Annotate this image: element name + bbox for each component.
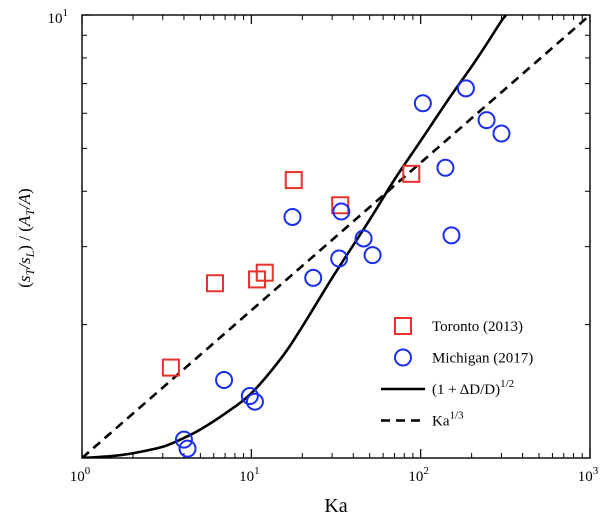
michigan-circle-marker bbox=[436, 158, 455, 177]
plot-border bbox=[81, 14, 591, 459]
y-tick-label: 101 bbox=[48, 7, 69, 27]
legend-item: Michigan (2017) bbox=[394, 348, 533, 367]
michigan-circle-marker bbox=[330, 249, 349, 268]
x-axis-label: Ka bbox=[324, 495, 347, 517]
x-tick-label: 101 bbox=[239, 465, 259, 485]
plot-frame bbox=[81, 14, 591, 459]
michigan-circle-marker bbox=[442, 226, 461, 245]
legend-label: Toronto (2013) bbox=[432, 319, 523, 335]
svg-text:(sT/sL) / (AT/A): (sT/sL) / (AT/A) bbox=[15, 188, 37, 287]
michigan-circle-marker bbox=[174, 430, 193, 449]
michigan-circle-marker bbox=[456, 79, 475, 98]
series-markers bbox=[161, 79, 511, 458]
legend-item: (1 + ΔD/D)1/2 bbox=[381, 378, 514, 398]
toronto-square-marker bbox=[331, 196, 350, 215]
toronto-square-marker bbox=[205, 274, 224, 293]
legend-square-swatch bbox=[394, 317, 412, 335]
michigan-circle-marker bbox=[363, 246, 382, 265]
michigan-circle-marker bbox=[245, 392, 264, 411]
toronto-square-marker bbox=[255, 263, 274, 282]
tick-labels: 100 101 102 103 101 bbox=[48, 7, 599, 485]
legend-label: Michigan (2017) bbox=[432, 351, 533, 367]
legend-item: Toronto (2013) bbox=[394, 317, 523, 335]
michigan-circle-marker bbox=[354, 229, 373, 248]
x-tick-label: 100 bbox=[70, 465, 91, 485]
michigan-circle-marker bbox=[240, 387, 259, 406]
y-axis-label: (sT/sL) / (AT/A) bbox=[15, 188, 37, 287]
ka-power-dashed-line bbox=[82, 15, 590, 458]
diffusivity-model-solid-line bbox=[82, 15, 508, 458]
toronto-square-marker bbox=[284, 171, 303, 190]
legend-label: Ka1/3 bbox=[432, 410, 464, 430]
legend-label: (1 + ΔD/D)1/2 bbox=[432, 378, 514, 398]
x-tick-label: 102 bbox=[408, 465, 429, 485]
michigan-circle-marker bbox=[283, 207, 302, 226]
toronto-square-marker bbox=[161, 358, 180, 377]
michigan-circle-marker bbox=[215, 370, 234, 389]
michigan-circle-marker bbox=[477, 111, 496, 130]
x-tick-label: 103 bbox=[578, 465, 599, 485]
michigan-circle-marker bbox=[492, 124, 511, 143]
legend-item: Ka1/3 bbox=[381, 410, 464, 430]
michigan-circle-marker bbox=[332, 202, 351, 221]
michigan-circle-marker bbox=[413, 94, 432, 113]
michigan-circle-marker bbox=[178, 439, 197, 458]
legend: Toronto (2013) Michigan (2017) (1 + ΔD/D)1… bbox=[381, 317, 533, 430]
toronto-square-marker bbox=[402, 164, 421, 183]
legend-circle-swatch bbox=[394, 348, 412, 367]
michigan-circle-marker bbox=[304, 268, 323, 287]
series-lines bbox=[82, 15, 590, 458]
